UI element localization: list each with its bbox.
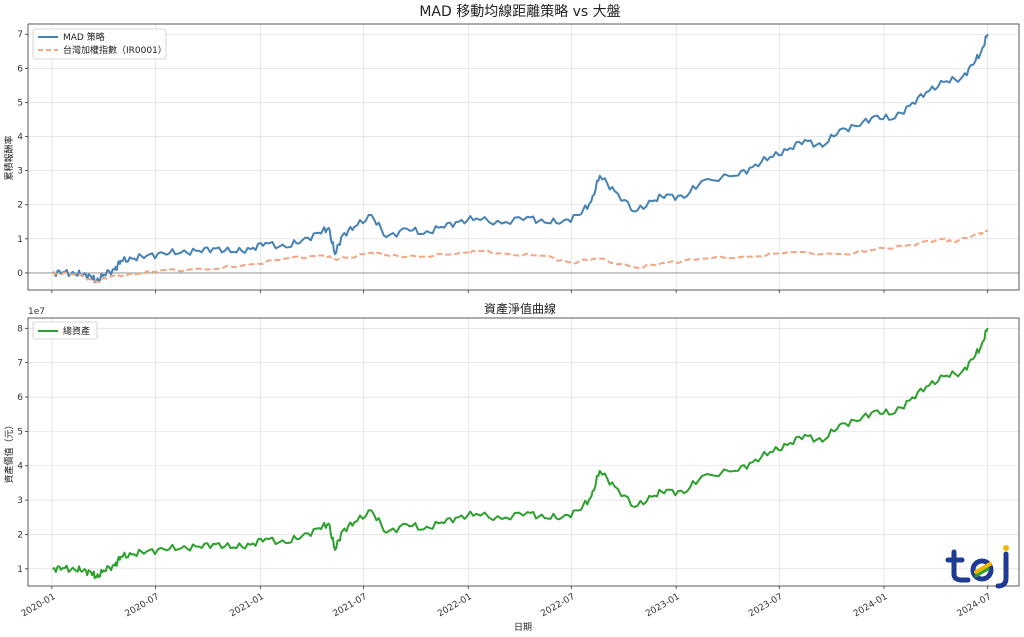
y-offset-label: 1e7 bbox=[28, 307, 45, 317]
legend-label-index: 台灣加權指數（IR0001） bbox=[63, 44, 167, 56]
x-tick-label: 2020-01 bbox=[20, 592, 58, 619]
grid bbox=[28, 24, 1019, 293]
y-axis-label: 累積報酬率 bbox=[3, 135, 15, 180]
legend-label-total-assets: 總資產 bbox=[63, 325, 90, 337]
y-tick-label: 3 bbox=[17, 167, 23, 177]
y-axis: 1 2 3 4 5 6 7 8 bbox=[17, 324, 28, 575]
x-tick-label: 2022-07 bbox=[539, 592, 577, 619]
tej-logo bbox=[945, 545, 1009, 589]
y-tick-label: 2 bbox=[17, 530, 23, 540]
legend-label-mad: MAD 策略 bbox=[63, 31, 105, 43]
y-tick-label: 1 bbox=[17, 565, 23, 575]
y-tick-label: 5 bbox=[17, 427, 23, 437]
legend: 總資產 bbox=[32, 321, 98, 340]
x-axis: 2020-01 2020-07 2021-01 2021-07 2022-01 2022-… bbox=[20, 592, 993, 619]
x-tick-label: 2020-07 bbox=[124, 592, 162, 619]
series-group bbox=[52, 327, 989, 580]
x-tick-label: 2023-01 bbox=[644, 592, 682, 619]
y-tick-label: 2 bbox=[17, 201, 23, 211]
y-tick-label: 0 bbox=[17, 269, 23, 279]
y-tick-label: 4 bbox=[17, 133, 23, 143]
x-tick-label: 2024-07 bbox=[956, 592, 994, 619]
series-line-0 bbox=[52, 327, 989, 580]
y-tick-label: 4 bbox=[17, 462, 23, 472]
legend-box bbox=[32, 321, 98, 340]
chart-title: MAD 移動均線距離策略 vs 大盤 bbox=[419, 3, 620, 20]
plot-frame bbox=[27, 23, 1020, 291]
y-axis-label: 資產價值（元） bbox=[3, 420, 15, 483]
y-tick-label: 7 bbox=[17, 359, 23, 369]
legend: MAD 策略 台灣加權指數（IR0001） bbox=[32, 28, 167, 60]
x-tick-label: 2021-07 bbox=[331, 592, 369, 619]
y-tick-label: 6 bbox=[17, 393, 23, 403]
x-tick-label: 2022-01 bbox=[436, 592, 474, 619]
y-tick-label: 1 bbox=[17, 235, 23, 245]
y-tick-label: 3 bbox=[17, 496, 23, 506]
x-axis-label: 日期 bbox=[514, 622, 532, 633]
y-tick-label: 5 bbox=[17, 98, 23, 108]
net-asset-value-chart: 資產淨值曲線 1e7 1 2 3 4 5 6 7 8 2020-01 2020-07 2021-0… bbox=[3, 301, 1020, 633]
cumulative-return-chart: MAD 移動均線距離策略 vs 大盤 0 1 2 3 4 5 6 7 累積報酬率 MAD 策略… bbox=[3, 3, 1020, 293]
plot-frame bbox=[27, 317, 1020, 587]
y-axis: 0 1 2 3 4 5 6 7 bbox=[17, 30, 28, 279]
grid bbox=[28, 318, 1019, 589]
y-tick-label: 8 bbox=[17, 324, 23, 334]
chart-title: 資產淨值曲線 bbox=[484, 301, 556, 316]
series-line-0 bbox=[52, 33, 989, 284]
legend-box bbox=[32, 28, 167, 60]
series-group bbox=[52, 33, 989, 284]
x-tick-label: 2024-01 bbox=[852, 592, 890, 619]
y-tick-label: 6 bbox=[17, 64, 23, 74]
x-tick-label: 2021-01 bbox=[228, 592, 266, 619]
x-tick-label: 2023-07 bbox=[747, 592, 785, 619]
series-line-1 bbox=[52, 229, 989, 284]
y-tick-label: 7 bbox=[17, 30, 23, 40]
